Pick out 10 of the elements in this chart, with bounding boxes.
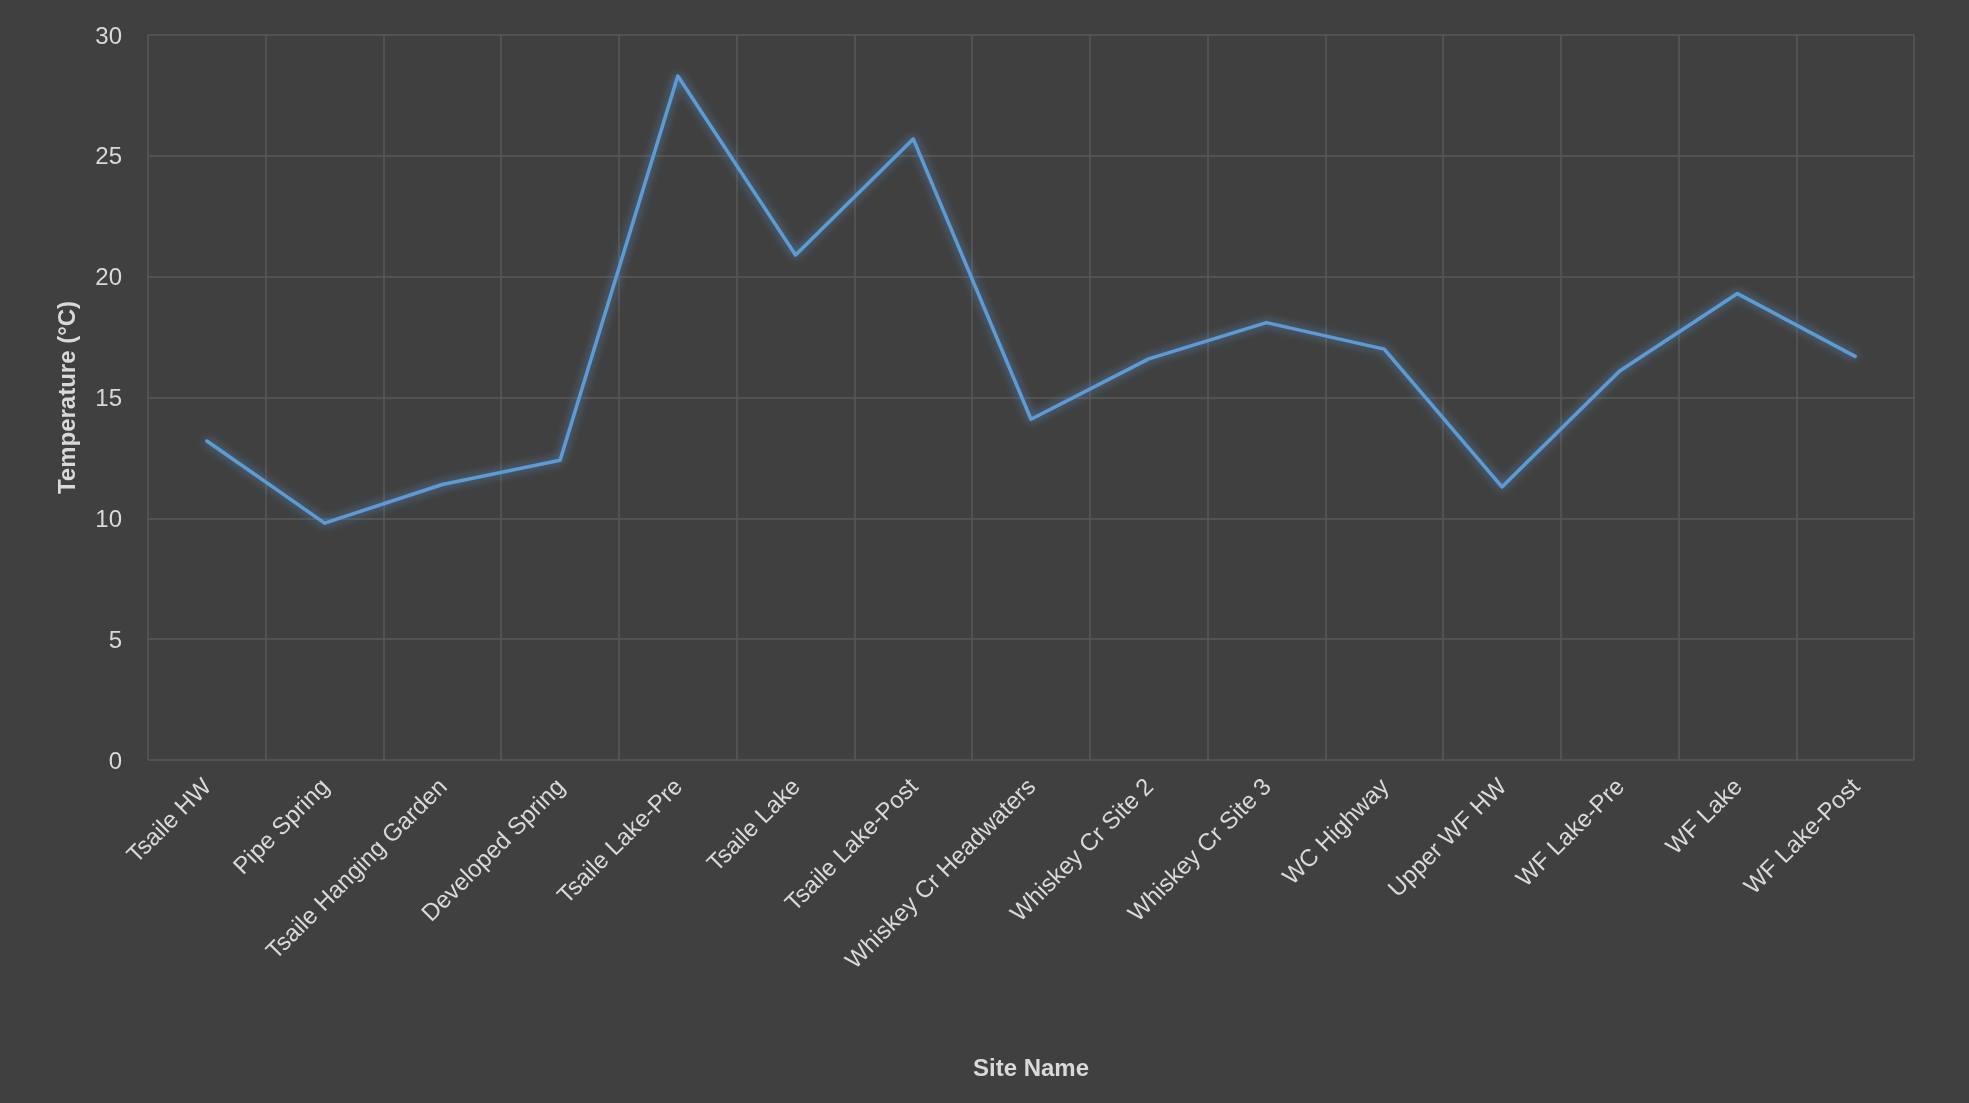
y-tick-label: 0 [108, 746, 122, 774]
y-tick-label: 15 [95, 384, 122, 411]
y-tick-label: 5 [108, 625, 122, 653]
y-axis-title: Temperature (°C) [52, 300, 80, 495]
y-tick-label: 30 [95, 21, 122, 49]
x-axis-title: Site Name [972, 1053, 1090, 1081]
y-tick-label: 10 [95, 504, 122, 532]
y-tick-label: 20 [95, 263, 122, 291]
y-tick-label: 25 [95, 142, 122, 170]
line-series [205, 74, 1857, 525]
